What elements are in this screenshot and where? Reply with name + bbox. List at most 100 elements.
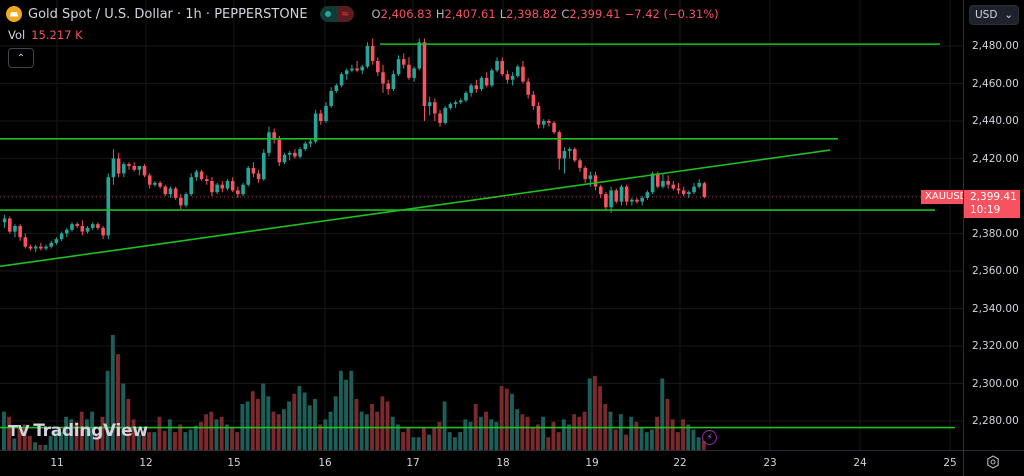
volume-bar (79, 411, 84, 450)
volume-bar (287, 401, 291, 450)
candle-body (407, 64, 411, 78)
candle-body (609, 190, 613, 208)
candle-body (236, 190, 240, 195)
candle-body (422, 42, 427, 106)
time-tick: 17 (406, 457, 420, 469)
candle-body (215, 184, 219, 193)
market-status-toggle[interactable]: ≈ (319, 6, 354, 22)
candle-body (557, 132, 562, 159)
candle-body (666, 181, 670, 185)
candle-body (661, 181, 665, 187)
time-tick: 15 (227, 457, 241, 469)
volume-bar (670, 419, 675, 450)
price-tick: 2,480.00 (972, 40, 1019, 52)
candle-body (536, 106, 541, 125)
volume-bar (675, 432, 680, 450)
currency-select[interactable]: USD ⌄ (969, 5, 1019, 25)
chart-settings-corner[interactable] (963, 450, 1024, 476)
approx-icon[interactable]: ≈ (336, 6, 354, 22)
price-tick: 2,300.00 (972, 377, 1019, 390)
candle-body (319, 113, 323, 121)
settings-hexagon-icon[interactable] (986, 455, 1000, 469)
time-axis[interactable]: 11 12 15 16 17 18 19 22 23 24 25 (0, 450, 963, 476)
lightning-icon[interactable]: ⚡ (702, 430, 717, 445)
candle-body (702, 183, 707, 198)
candle-body (101, 227, 105, 236)
candle-body (376, 61, 380, 73)
volume-bar (634, 421, 639, 450)
volume-bar (437, 421, 442, 450)
candle-body (39, 246, 43, 249)
chart-pane[interactable]: Gold Spot / U.S. Dollar · 1h · PEPPERSTO… (0, 0, 972, 450)
collapse-legend-button[interactable]: ⌃ (8, 48, 34, 68)
market-open-dot-icon[interactable] (319, 6, 337, 22)
volume-bar (541, 416, 546, 450)
volume-bar (390, 416, 395, 450)
candle-body (23, 237, 28, 247)
candle-body (433, 102, 437, 114)
volume-bar (520, 414, 525, 450)
candle-body (2, 218, 7, 223)
volume-bar (7, 416, 12, 450)
candle-body (106, 177, 111, 236)
candle-body (355, 68, 359, 71)
candle-body (96, 224, 100, 228)
candle-body (484, 77, 489, 86)
time-tick: 11 (50, 457, 64, 469)
candle-body (282, 154, 287, 163)
price-axis[interactable]: USD ⌄ 2,480.00 2,460.00 2,440.00 2,420.00 2,… (963, 0, 1024, 450)
volume-bar (364, 414, 369, 450)
volume-bar (701, 441, 706, 450)
candle-body (448, 104, 453, 108)
volume-bar (230, 427, 234, 450)
candle-body (490, 70, 494, 86)
volume-bar (38, 444, 43, 450)
candle-body (313, 113, 318, 142)
candle-body (158, 182, 162, 187)
candle-body (65, 229, 69, 234)
candle-body (495, 61, 499, 71)
candle-body (645, 192, 650, 198)
time-tick: 19 (585, 457, 599, 469)
trendline (0, 149, 831, 268)
candle-body (640, 197, 644, 202)
time-tick: 12 (139, 457, 153, 469)
volume-bar (43, 444, 48, 450)
low-value: 2,398.82 (506, 7, 558, 21)
chart-title[interactable]: Gold Spot / U.S. Dollar · 1h · PEPPERSTO… (28, 6, 308, 22)
tradingview-logo[interactable]: TV TradingView (8, 421, 148, 441)
volume-label: Vol (8, 28, 26, 42)
candle-body (588, 175, 593, 180)
time-tick: 18 (496, 457, 510, 469)
volume-bar (110, 335, 115, 450)
volume-bar (95, 433, 100, 450)
volume-bar (297, 386, 302, 450)
volume-bar (649, 429, 654, 450)
candle-body (111, 158, 116, 178)
candle-body (531, 94, 536, 106)
volume-bar (173, 432, 177, 450)
candle-body (614, 190, 619, 202)
volume-bar (271, 411, 276, 450)
candlestick-chart[interactable] (0, 0, 963, 450)
volume-bar (624, 434, 628, 450)
candle-body (500, 61, 505, 75)
candle-body (116, 158, 121, 174)
candle-body (510, 76, 515, 80)
volume-bar (411, 437, 416, 450)
volume-bar (427, 434, 431, 450)
volume-bar (442, 401, 447, 450)
symbol-badge: XAUUSD (921, 190, 972, 205)
currency-label: USD (975, 9, 998, 21)
candle-body (515, 66, 520, 76)
candle-body (44, 246, 48, 249)
volume-bar (598, 386, 603, 450)
volume-bar (318, 424, 323, 450)
volume-bar (561, 419, 566, 450)
volume-bar (587, 378, 592, 450)
candle-body (225, 181, 230, 189)
candle-body (360, 66, 365, 71)
candle-body (583, 167, 587, 180)
time-tick: 25 (943, 457, 957, 469)
candle-body (567, 149, 572, 151)
